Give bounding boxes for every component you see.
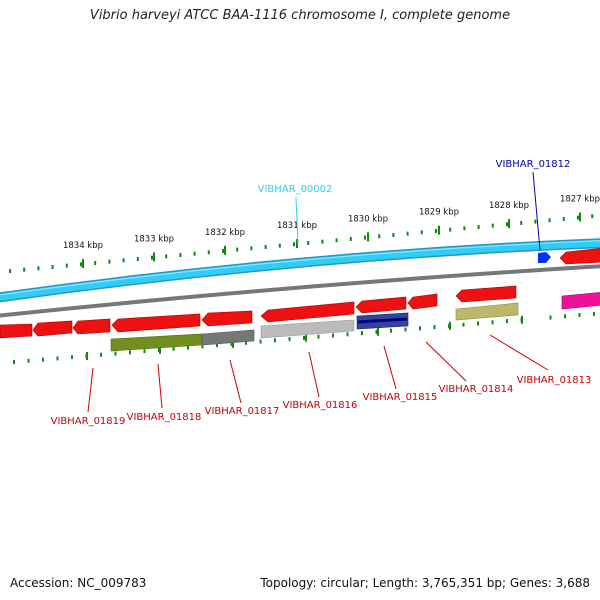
- strand-line: [0, 264, 600, 318]
- gene-arrow[interactable]: [407, 293, 438, 310]
- backbone-arc-highlight: [0, 240, 600, 296]
- gene-callout-label[interactable]: VIBHAR_01818: [127, 412, 202, 423]
- vibhar-01817-bar[interactable]: [201, 329, 255, 346]
- tick-label: 1830 kbp: [348, 214, 388, 224]
- gene-arrow[interactable]: [111, 313, 201, 333]
- callout-line: [229, 359, 242, 404]
- top-callouts: VIBHAR_00002 VIBHAR_01812: [258, 159, 571, 251]
- gene-callout-label[interactable]: VIBHAR_01812: [496, 159, 571, 170]
- vibhar-01813-bar[interactable]: [455, 302, 519, 321]
- reverse-genes: [0, 248, 600, 339]
- callout-line: [87, 367, 94, 413]
- gene-arrow[interactable]: [72, 318, 111, 335]
- gene-callout-label[interactable]: VIBHAR_01814: [439, 384, 514, 395]
- tick-label: 1827 kbp: [560, 194, 600, 204]
- gene-arrow[interactable]: [32, 320, 73, 337]
- gene-callout-label[interactable]: VIBHAR_01813: [517, 375, 592, 386]
- inner-scale-ticks: [13, 311, 595, 364]
- feature-bars: [110, 302, 519, 352]
- callout-line: [308, 351, 320, 398]
- vibhar-01816-bar[interactable]: [260, 319, 355, 339]
- tick-label: 1833 kbp: [134, 234, 174, 244]
- callout-line: [157, 363, 163, 409]
- gene-arrow[interactable]: [561, 292, 600, 310]
- outer-scale-ticks: [9, 212, 594, 273]
- tick-label: 1828 kbp: [489, 201, 529, 211]
- gene-arrow[interactable]: [260, 301, 355, 323]
- tick-label: 1829 kbp: [419, 208, 459, 218]
- gene-callout-label[interactable]: VIBHAR_00002: [258, 184, 333, 195]
- gene-arrow[interactable]: [355, 296, 407, 314]
- gene-arrow[interactable]: [0, 323, 33, 339]
- callout-line: [489, 334, 549, 371]
- callout-line: [295, 196, 299, 245]
- callout-line: [383, 345, 397, 390]
- accession-label: Accession: NC_009783: [10, 576, 147, 590]
- tick-label: 1832 kbp: [205, 228, 245, 238]
- backbone-arc: [0, 239, 600, 301]
- gene-arrow[interactable]: [455, 285, 517, 303]
- gene-callout-label[interactable]: VIBHAR_01815: [363, 392, 438, 403]
- callout-line: [425, 341, 467, 382]
- gene-callout-label[interactable]: VIBHAR_01816: [283, 400, 358, 411]
- callout-line: [532, 171, 541, 251]
- gene-callout-label[interactable]: VIBHAR_01819: [51, 416, 126, 427]
- genome-stats-label: Topology: circular; Length: 3,765,351 bp…: [260, 576, 590, 590]
- tick-label: 1834 kbp: [63, 241, 103, 251]
- map-title: Vibrio harveyi ATCC BAA-1116 chromosome …: [89, 8, 511, 23]
- vibhar-01815-stripe: [357, 317, 408, 324]
- bottom-callouts: VIBHAR_01819 VIBHAR_01818VIBHAR_01817VIBH…: [51, 334, 592, 427]
- gene-arrow[interactable]: [201, 310, 253, 327]
- vibhar-01812-marker[interactable]: [538, 252, 551, 263]
- gene-arrow[interactable]: [559, 248, 600, 265]
- gene-callout-label[interactable]: VIBHAR_01817: [205, 406, 280, 417]
